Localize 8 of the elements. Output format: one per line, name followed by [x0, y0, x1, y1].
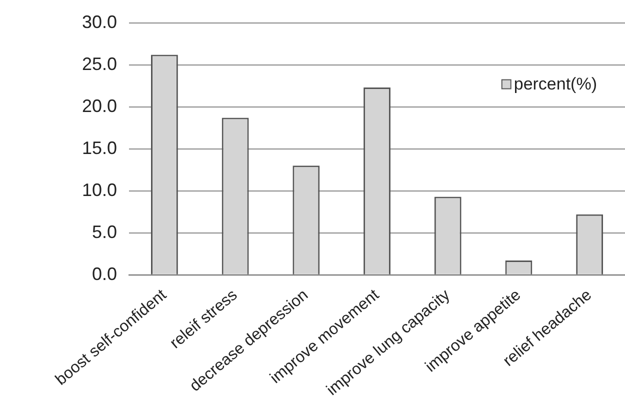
y-tick-label: 10.0: [82, 180, 118, 200]
y-tick-label: 5.0: [92, 222, 118, 242]
y-tick-label: 30.0: [82, 12, 118, 32]
legend-label: percent(%): [514, 74, 597, 94]
y-tick-label: 20.0: [82, 96, 118, 116]
y-tick-label: 25.0: [82, 54, 118, 74]
y-tick-label: 15.0: [82, 138, 118, 158]
y-tick-label: 0.0: [92, 264, 118, 284]
